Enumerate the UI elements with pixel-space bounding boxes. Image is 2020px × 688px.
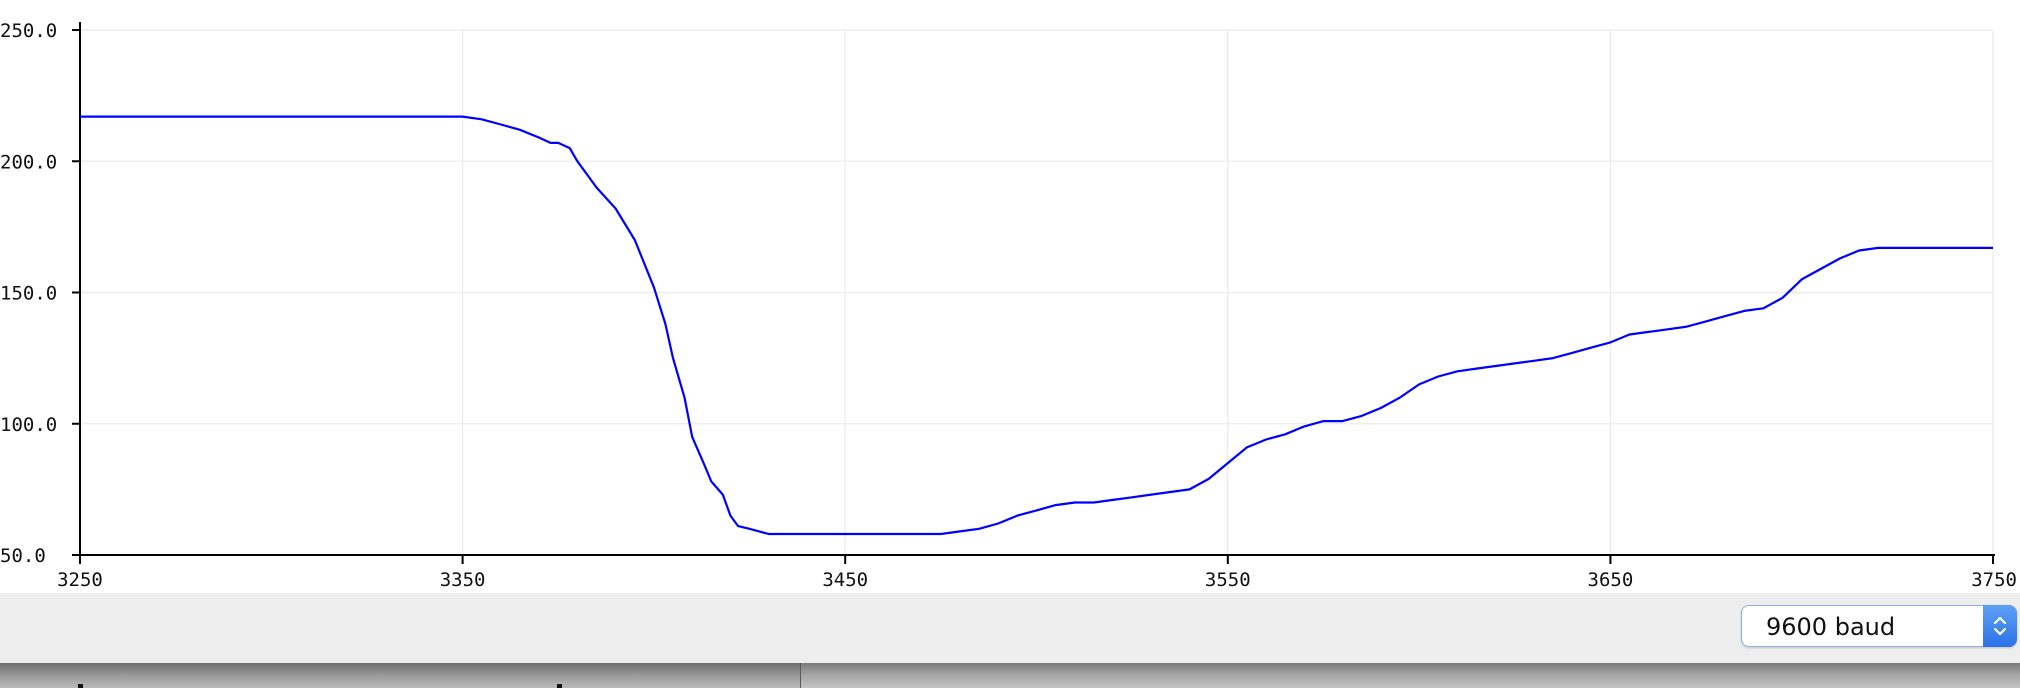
y-tick-label: 150.0 <box>0 283 57 305</box>
x-tick-label: 3750 <box>1971 569 2017 591</box>
plotter-toolbar: 9600 baud <box>0 593 2020 663</box>
lower-panel <box>0 663 801 688</box>
y-tick-label: 200.0 <box>0 151 57 173</box>
x-tick-label: 3250 <box>57 569 103 591</box>
y-tick-label: 50.0 <box>0 545 46 567</box>
series-line-0 <box>80 115 1993 536</box>
up-down-chevrons-icon[interactable] <box>1983 605 2017 647</box>
grid-lines <box>79 29 1994 556</box>
window-bottom-edge <box>0 663 2020 688</box>
panel-marker <box>557 684 562 688</box>
y-tick-label: 100.0 <box>0 414 57 436</box>
panel-marker <box>78 684 83 688</box>
x-tick-label: 3450 <box>822 569 868 591</box>
y-tick-label: 250.0 <box>0 20 57 42</box>
serial-plotter-chart: 50.0 100.0 150.0 200.0 250.0 3250 3350 3450 355… <box>0 20 2017 591</box>
x-tick-label: 3350 <box>440 569 486 591</box>
x-axis-ticks: 3250 3350 3450 3550 3650 3750 <box>57 555 2017 591</box>
y-axis-ticks: 50.0 100.0 150.0 200.0 250.0 <box>0 20 80 567</box>
baud-rate-select[interactable]: 9600 baud <box>1741 605 2017 647</box>
line-chart: 50.0 100.0 150.0 200.0 250.0 3250 3350 3450 355… <box>0 20 2017 591</box>
series-layer <box>80 115 1993 536</box>
x-tick-label: 3550 <box>1205 569 1251 591</box>
axes <box>79 22 1995 556</box>
x-tick-label: 3650 <box>1588 569 1634 591</box>
baud-rate-value: 9600 baud <box>1766 613 1896 641</box>
